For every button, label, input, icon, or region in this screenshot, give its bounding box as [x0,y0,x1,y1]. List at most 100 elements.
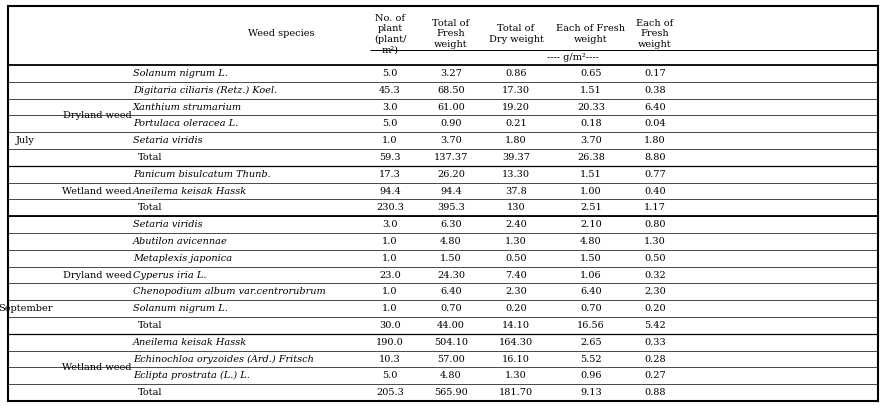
Text: 3.70: 3.70 [440,136,462,145]
Text: 13.30: 13.30 [502,170,530,179]
Text: 0.21: 0.21 [505,119,527,128]
Text: 20.33: 20.33 [577,103,605,112]
Text: Aneilema keisak Hassk: Aneilema keisak Hassk [133,338,247,347]
Text: 1.0: 1.0 [382,304,398,313]
Text: 1.80: 1.80 [505,136,527,145]
Text: 94.4: 94.4 [379,187,400,196]
Text: 4.80: 4.80 [440,237,462,246]
Text: Solanum nigrum L.: Solanum nigrum L. [133,69,228,78]
Text: 0.32: 0.32 [644,270,666,279]
Text: 26.20: 26.20 [437,170,465,179]
Text: 137.37: 137.37 [434,153,468,162]
Text: 1.06: 1.06 [580,270,602,279]
Text: 8.80: 8.80 [644,153,665,162]
Text: Wetland weed: Wetland weed [62,363,132,372]
Text: 1.51: 1.51 [580,170,602,179]
Text: 16.56: 16.56 [577,321,605,330]
Text: 190.0: 190.0 [377,338,404,347]
Text: 1.80: 1.80 [644,136,665,145]
Text: 0.38: 0.38 [644,86,665,95]
Text: 1.30: 1.30 [505,237,527,246]
Text: 205.3: 205.3 [376,388,404,397]
Text: 6.40: 6.40 [580,287,602,296]
Text: 2.10: 2.10 [580,220,602,229]
Text: Cyperus iria L.: Cyperus iria L. [133,270,206,279]
Text: 5.52: 5.52 [580,355,602,364]
Text: 17.3: 17.3 [379,170,401,179]
Text: 39.37: 39.37 [502,153,530,162]
Text: 10.3: 10.3 [379,355,400,364]
Text: 1.0: 1.0 [382,254,398,263]
Text: 1.51: 1.51 [580,86,602,95]
Text: 0.96: 0.96 [580,371,602,380]
Text: 1.50: 1.50 [440,254,462,263]
Text: Xanthium strumarium: Xanthium strumarium [133,103,242,112]
Text: 1.30: 1.30 [505,371,527,380]
Text: 17.30: 17.30 [502,86,530,95]
Text: 0.40: 0.40 [644,187,665,196]
Text: 2.40: 2.40 [505,220,527,229]
Text: 4.80: 4.80 [440,371,462,380]
Text: 3.70: 3.70 [580,136,602,145]
Text: Total: Total [138,321,162,330]
Text: 61.00: 61.00 [437,103,465,112]
Text: 164.30: 164.30 [499,338,533,347]
Text: No. of
plant
(plant/
m²): No. of plant (plant/ m²) [374,14,406,54]
Text: ---- g/m²----: ---- g/m²---- [548,52,599,61]
Text: 1.17: 1.17 [644,203,666,212]
Text: 3.27: 3.27 [440,69,462,78]
Text: 6.40: 6.40 [440,287,462,296]
Text: 3.0: 3.0 [382,103,398,112]
Text: 30.0: 30.0 [379,321,400,330]
Text: 2.65: 2.65 [580,338,602,347]
Text: 0.77: 0.77 [644,170,666,179]
Text: 5.0: 5.0 [383,371,398,380]
Text: 23.0: 23.0 [379,270,400,279]
Text: 0.50: 0.50 [505,254,527,263]
Text: 5.0: 5.0 [383,69,398,78]
Text: 94.4: 94.4 [440,187,462,196]
Text: July: July [16,136,35,145]
Text: 0.27: 0.27 [644,371,666,380]
Text: 6.40: 6.40 [644,103,665,112]
Text: Weed species: Weed species [248,29,315,38]
Text: 14.10: 14.10 [502,321,530,330]
Text: 1.0: 1.0 [382,136,398,145]
Text: 2.30: 2.30 [644,287,666,296]
Text: 68.50: 68.50 [437,86,465,95]
Text: Total: Total [138,153,162,162]
Text: Aneilema keisak Hassk: Aneilema keisak Hassk [133,187,247,196]
Text: 0.28: 0.28 [644,355,665,364]
Text: Setaria viridis: Setaria viridis [133,220,203,229]
Text: Total of
Dry weight: Total of Dry weight [488,24,543,44]
Text: 26.38: 26.38 [577,153,605,162]
Text: 19.20: 19.20 [502,103,530,112]
Text: 0.20: 0.20 [644,304,665,313]
Text: 57.00: 57.00 [437,355,465,364]
Text: 16.10: 16.10 [502,355,530,364]
Text: 2.30: 2.30 [505,287,527,296]
Text: 4.80: 4.80 [580,237,602,246]
Text: Solanum nigrum L.: Solanum nigrum L. [133,304,228,313]
Text: Echinochloa oryzoides (Ard.) Fritsch: Echinochloa oryzoides (Ard.) Fritsch [133,355,314,364]
Text: 565.90: 565.90 [434,388,468,397]
Text: 37.8: 37.8 [505,187,527,196]
Text: 0.33: 0.33 [644,338,666,347]
Text: Panicum bisulcatum Thunb.: Panicum bisulcatum Thunb. [133,170,271,179]
Text: 0.04: 0.04 [644,119,665,128]
Text: 24.30: 24.30 [437,270,465,279]
Text: 0.18: 0.18 [580,119,602,128]
Text: 1.30: 1.30 [644,237,666,246]
Text: 5.0: 5.0 [383,119,398,128]
Text: Setaria viridis: Setaria viridis [133,136,203,145]
Text: Portulaca oleracea L.: Portulaca oleracea L. [133,119,238,128]
Text: Wetland weed: Wetland weed [62,187,132,196]
Text: Total of
Fresh
weight: Total of Fresh weight [432,19,470,49]
Text: Digitaria ciliaris (Retz.) Koel.: Digitaria ciliaris (Retz.) Koel. [133,85,277,95]
Text: 59.3: 59.3 [379,153,400,162]
Text: 504.10: 504.10 [434,338,468,347]
Text: Abutilon avicennae: Abutilon avicennae [133,237,228,246]
Text: 3.0: 3.0 [382,220,398,229]
Text: 44.00: 44.00 [437,321,465,330]
Text: 1.50: 1.50 [580,254,602,263]
